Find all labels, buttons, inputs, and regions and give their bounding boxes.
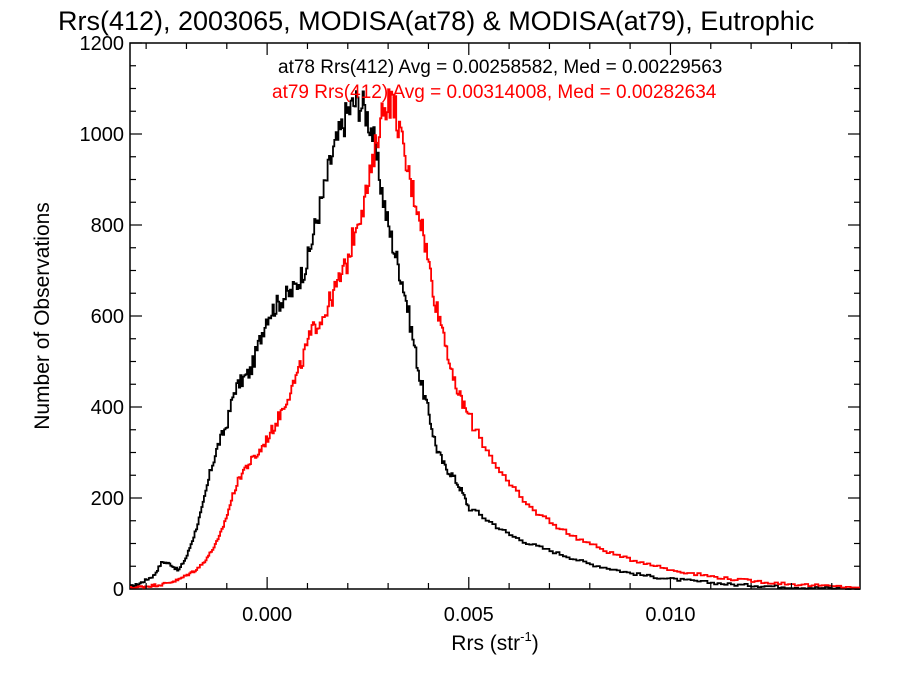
annotation-at78: at78 Rrs(412) Avg = 0.00258582, Med = 0.…: [278, 57, 722, 78]
x-tick-label: 0.005: [444, 604, 494, 626]
plot-frame: [129, 42, 861, 590]
tick-layer: 0 200 400 600 800 1000 1200 0.000 0.005 0.010: [80, 33, 860, 626]
y-axis-label: Number of Observations: [31, 202, 54, 430]
y-tick-label: 0: [113, 579, 124, 601]
x-axis-label-sup: -1: [520, 629, 532, 644]
y-tick-label: 1000: [80, 124, 125, 146]
y-tick-label: 200: [91, 488, 124, 510]
series-line-at79: [130, 88, 860, 590]
annotation-at79: at79 Rrs(412) Avg = 0.00314008, Med = 0.…: [272, 82, 717, 103]
y-tick-label: 800: [91, 215, 124, 237]
x-tick-label: 0.000: [242, 604, 292, 626]
x-axis-label-base: Rrs (str: [451, 632, 520, 655]
x-tick-label: 0.010: [645, 604, 695, 626]
y-tick-label: 1200: [80, 33, 125, 55]
series-layer: [130, 88, 860, 590]
x-axis-label-close: ): [532, 632, 539, 655]
series-line-at78: [130, 90, 860, 590]
y-tick-label: 600: [91, 306, 124, 328]
x-axis-label: Rrs (str-1): [451, 629, 538, 655]
y-tick-label: 400: [91, 397, 124, 419]
chart-title: Rrs(412), 2003065, MODISA(at78) & MODISA…: [58, 6, 814, 36]
